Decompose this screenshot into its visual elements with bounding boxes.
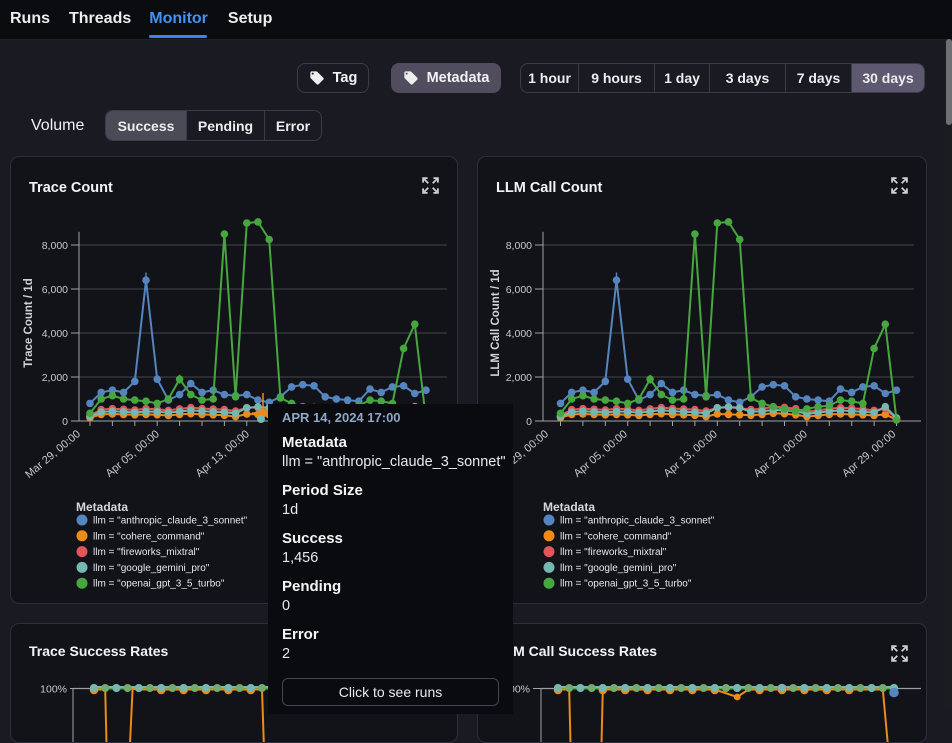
svg-text:llm = "anthropic_claude_3_sonn: llm = "anthropic_claude_3_sonnet" [93,516,248,527]
svg-text:0: 0 [526,416,532,428]
svg-text:6,000: 6,000 [42,284,68,296]
svg-text:Trace Success Rates: Trace Success Rates [29,643,169,659]
svg-text:Apr 05, 00:00: Apr 05, 00:00 [572,428,630,480]
svg-text:Apr 13, 00:00: Apr 13, 00:00 [194,428,252,480]
svg-text:4,000: 4,000 [506,328,532,340]
svg-text:llm = "openai_gpt_3_5_turbo": llm = "openai_gpt_3_5_turbo" [93,579,225,590]
svg-text:llm = "fireworks_mixtral": llm = "fireworks_mixtral" [93,547,200,558]
svg-text:llm = "openai_gpt_3_5_turbo": llm = "openai_gpt_3_5_turbo" [560,579,692,590]
svg-text:Trace Count: Trace Count [29,180,113,196]
svg-text:llm = "cohere_command": llm = "cohere_command" [93,531,205,542]
svg-text:8,000: 8,000 [42,240,68,252]
svg-text:2,000: 2,000 [506,372,532,384]
svg-text:llm = "google_gemini_pro": llm = "google_gemini_pro" [560,563,677,574]
svg-text:Apr 05, 00:00: Apr 05, 00:00 [104,428,162,480]
svg-text:Metadata: Metadata [543,500,595,514]
svg-text:4,000: 4,000 [42,328,68,340]
svg-text:Mar 29, 00:00: Mar 29, 00:00 [23,428,83,481]
svg-text:Apr 29, 00:00: Apr 29, 00:00 [840,428,898,480]
svg-text:llm = "cohere_command": llm = "cohere_command" [560,531,672,542]
svg-text:6,000: 6,000 [506,284,532,296]
svg-text:llm = "fireworks_mixtral": llm = "fireworks_mixtral" [560,547,667,558]
svg-text:0: 0 [62,416,68,428]
svg-text:LLM Call Count: LLM Call Count [496,180,602,196]
svg-text:llm = "google_gemini_pro": llm = "google_gemini_pro" [93,563,210,574]
svg-text:llm = "anthropic_claude_3_sonn: llm = "anthropic_claude_3_sonnet" [560,516,715,527]
svg-text:100%: 100% [40,684,67,696]
svg-text:Metadata: Metadata [76,500,128,514]
svg-text:8,000: 8,000 [506,240,532,252]
svg-text:Apr 13, 00:00: Apr 13, 00:00 [662,428,720,480]
svg-text:LLM Call Count / 1d: LLM Call Count / 1d [490,269,502,376]
svg-text:Trace Count / 1d: Trace Count / 1d [23,278,35,367]
svg-text:Apr 21, 00:00: Apr 21, 00:00 [752,428,810,480]
svg-text:LLM Call Success Rates: LLM Call Success Rates [496,643,657,659]
svg-text:2,000: 2,000 [42,372,68,384]
